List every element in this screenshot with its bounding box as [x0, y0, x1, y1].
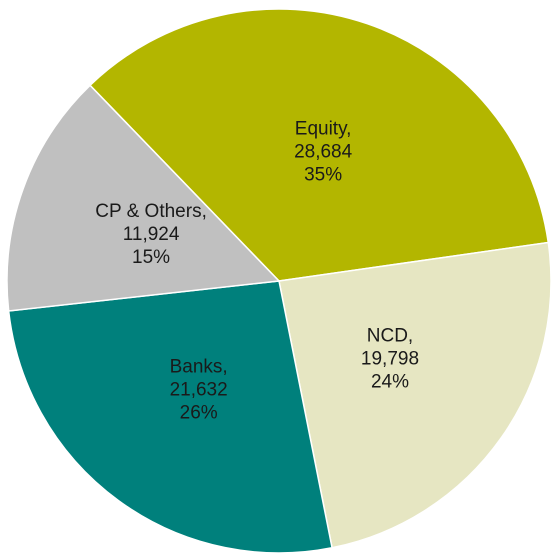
slice-value: 28,684	[294, 141, 353, 162]
pie-slice	[278, 241, 552, 549]
slice-category: Equity,	[295, 118, 352, 139]
slice-percent: 35%	[304, 164, 342, 185]
slice-category: NCD,	[367, 326, 413, 347]
pie-slice	[7, 280, 333, 554]
slice-value: 21,632	[170, 380, 228, 401]
slice-percent: 15%	[132, 247, 170, 268]
pie-slice	[88, 8, 550, 282]
slice-category: CP & Others,	[95, 201, 207, 222]
pie-slice	[6, 84, 281, 312]
slice-category: Banks,	[170, 357, 228, 378]
slice-value: 11,924	[123, 224, 180, 245]
slice-percent: 24%	[371, 372, 409, 393]
slice-percent: 26%	[180, 403, 218, 424]
slice-value: 19,798	[361, 349, 419, 370]
